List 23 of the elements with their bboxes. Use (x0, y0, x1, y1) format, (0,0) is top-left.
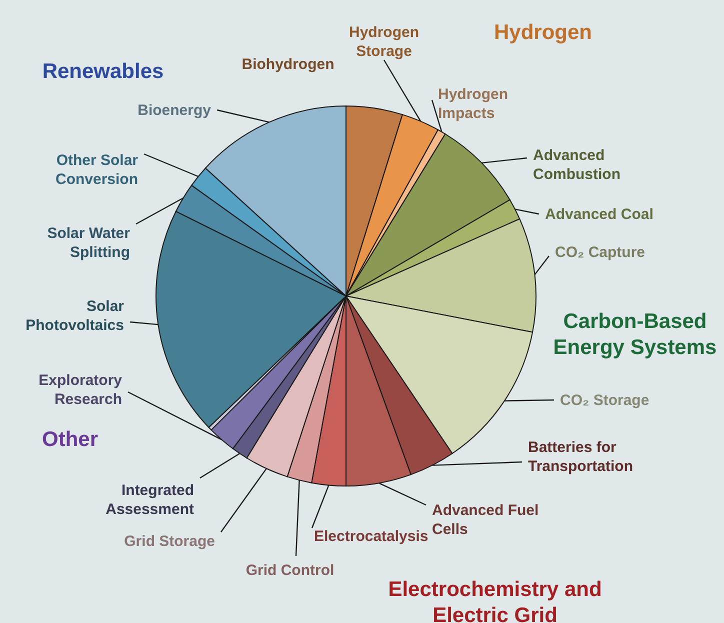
slice-label: Electrocatalysis (314, 528, 428, 545)
text: Electrochemistry and Electric Grid (388, 578, 602, 623)
slice-label: Bioenergy (138, 102, 212, 119)
slice-label: Advanced Coal (545, 206, 654, 223)
slice-label: Advanced Fuel Cells (432, 502, 539, 538)
slice-label: Solar Water Splitting (47, 225, 130, 261)
slice-label: CO₂ Storage (560, 392, 650, 409)
slice-label: Hydrogen Storage (348, 24, 420, 60)
slice-label: Integrated Assessment (106, 482, 194, 518)
slice-label: Solar Photovoltaics (26, 298, 124, 334)
text: Hydrogen (494, 21, 592, 44)
slice-label: Biohydrogen (242, 56, 334, 73)
slice-label: Grid Control (246, 562, 334, 579)
text: Renewables (42, 60, 164, 83)
slice-label: Hydrogen Impacts (438, 86, 508, 122)
slice-label: CO₂ Capture (555, 244, 646, 261)
slice-label: Other Solar Conversion (55, 152, 138, 188)
slice-label: Grid Storage (124, 533, 215, 550)
text: Carbon-Based Energy Systems (553, 310, 717, 359)
slice-label: Batteries for Transportation (528, 439, 634, 475)
text: Other (42, 428, 98, 451)
slice-label: Advanced Combustion (533, 147, 620, 183)
slice-label: Exploratory Research (38, 372, 123, 408)
